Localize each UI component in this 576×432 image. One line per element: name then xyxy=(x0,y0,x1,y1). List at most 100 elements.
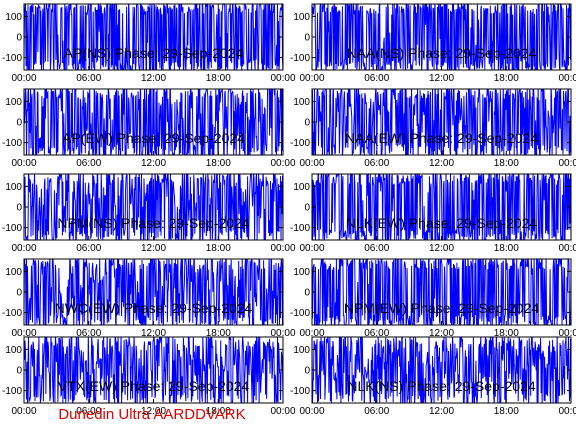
chart-panel: 100 0 -100 00:00 06:00 12:00 18:00 00:00 NAA(EW)… xyxy=(290,88,576,169)
y-tick-label: 0 xyxy=(16,33,22,44)
x-tick-label: 00:00 xyxy=(558,158,576,169)
x-tick-label: 00:00 xyxy=(299,243,324,254)
panel-title: NAA(EW) Phase: 29-Sep-2024 xyxy=(345,130,538,146)
x-tick-label: 12:00 xyxy=(429,406,454,417)
phase-trace xyxy=(312,337,571,403)
panel-title: NPM(NS) Phase: 29-Sep-2024 xyxy=(57,215,249,231)
x-tick-label: 18:00 xyxy=(206,158,231,169)
chart-panel: 100 0 -100 00:00 06:00 12:00 18:00 00:00 NWC(EW)… xyxy=(2,258,296,339)
chart-panel: 100 0 -100 00:00 06:00 12:00 18:00 00:00 AP(NS) … xyxy=(2,3,296,84)
x-tick-label: 00:00 xyxy=(270,328,295,339)
x-tick-label: 18:00 xyxy=(206,406,231,417)
panel-title: VTX(EW) Phase: 29-Sep-2024 xyxy=(58,378,250,394)
chart-panel: 100 0 -100 00:00 06:00 12:00 18:00 00:00 NAA(NS)… xyxy=(290,3,576,84)
x-tick-label: 18:00 xyxy=(206,73,231,84)
y-tick-label: 100 xyxy=(5,182,22,193)
x-tick-label: 00:00 xyxy=(299,158,324,169)
x-tick-label: 00:00 xyxy=(270,243,295,254)
x-tick-label: 06:00 xyxy=(364,328,389,339)
y-tick-label: 100 xyxy=(293,182,310,193)
y-tick-label: 100 xyxy=(5,12,22,23)
x-tick-label: 12:00 xyxy=(429,243,454,254)
panel-title: AP(NS) Phase: 29-Sep-2024 xyxy=(64,45,244,61)
chart-panel: 100 0 -100 00:00 06:00 12:00 18:00 00:00 NLK(NS)… xyxy=(290,336,576,417)
x-tick-label: 06:00 xyxy=(76,73,101,84)
x-tick-label: 18:00 xyxy=(494,243,519,254)
phase-trace xyxy=(24,259,283,325)
panel-title: NLK(EW) Phase: 29-Sep-2024 xyxy=(346,215,538,231)
x-tick-label: 06:00 xyxy=(364,406,389,417)
x-tick-label: 18:00 xyxy=(494,158,519,169)
y-tick-label: 100 xyxy=(293,267,310,278)
x-tick-label: 00:00 xyxy=(558,328,576,339)
x-tick-label: 00:00 xyxy=(558,406,576,417)
phase-trace xyxy=(312,4,571,70)
x-tick-label: 06:00 xyxy=(76,328,101,339)
x-tick-label: 00:00 xyxy=(558,73,576,84)
panel-title: NLK(NS) Phase: 29-Sep-2024 xyxy=(347,378,536,394)
panel-title: NWC(EW) Phase: 29-Sep-2024 xyxy=(55,300,253,316)
phase-trace xyxy=(24,174,283,240)
x-tick-label: 06:00 xyxy=(364,73,389,84)
x-tick-label: 18:00 xyxy=(494,406,519,417)
y-tick-label: 0 xyxy=(304,203,310,214)
x-tick-label: 00:00 xyxy=(299,406,324,417)
y-tick-label: 100 xyxy=(293,12,310,23)
y-tick-label: -100 xyxy=(290,138,310,149)
x-tick-label: 00:00 xyxy=(11,406,36,417)
x-tick-label: 00:00 xyxy=(270,406,295,417)
y-tick-label: 0 xyxy=(16,366,22,377)
phase-trace xyxy=(312,89,571,155)
y-tick-label: 0 xyxy=(304,288,310,299)
x-tick-label: 12:00 xyxy=(141,73,166,84)
x-tick-label: 18:00 xyxy=(494,328,519,339)
x-tick-label: 12:00 xyxy=(141,243,166,254)
y-tick-label: -100 xyxy=(290,386,310,397)
x-tick-label: 00:00 xyxy=(270,158,295,169)
panels: 100 0 -100 00:00 06:00 12:00 18:00 00:00 AP(NS) … xyxy=(2,3,576,417)
y-tick-label: 100 xyxy=(5,267,22,278)
phase-trace xyxy=(312,174,571,240)
y-tick-label: -100 xyxy=(2,308,22,319)
x-tick-label: 00:00 xyxy=(11,328,36,339)
y-tick-label: -100 xyxy=(290,308,310,319)
y-tick-label: -100 xyxy=(2,53,22,64)
x-tick-label: 12:00 xyxy=(429,158,454,169)
x-tick-label: 06:00 xyxy=(364,158,389,169)
y-tick-label: 0 xyxy=(16,203,22,214)
y-tick-label: -100 xyxy=(290,53,310,64)
panel-title: NAA(NS) Phase: 29-Sep-2024 xyxy=(347,45,537,61)
x-tick-label: 00:00 xyxy=(11,158,36,169)
y-tick-label: 0 xyxy=(16,288,22,299)
x-tick-label: 06:00 xyxy=(76,243,101,254)
x-tick-label: 12:00 xyxy=(141,328,166,339)
y-tick-label: 100 xyxy=(5,97,22,108)
y-tick-label: -100 xyxy=(290,223,310,234)
phase-trace xyxy=(312,259,571,325)
y-tick-label: 0 xyxy=(304,33,310,44)
y-tick-label: -100 xyxy=(2,386,22,397)
x-tick-label: 00:00 xyxy=(299,328,324,339)
y-tick-label: 0 xyxy=(16,118,22,129)
x-tick-label: 00:00 xyxy=(558,243,576,254)
chart-panel: 100 0 -100 00:00 06:00 12:00 18:00 00:00 NPM(EW)… xyxy=(290,258,576,339)
x-tick-label: 06:00 xyxy=(76,158,101,169)
x-tick-label: 00:00 xyxy=(11,73,36,84)
phase-trace xyxy=(24,89,283,155)
phase-trace xyxy=(24,337,283,403)
y-tick-label: 0 xyxy=(304,118,310,129)
y-tick-label: -100 xyxy=(2,138,22,149)
y-tick-label: 100 xyxy=(5,345,22,356)
x-tick-label: 12:00 xyxy=(429,73,454,84)
y-tick-label: 0 xyxy=(304,366,310,377)
chart-panel: 100 0 -100 00:00 06:00 12:00 18:00 00:00 NLK(EW)… xyxy=(290,173,576,254)
x-tick-label: 00:00 xyxy=(11,243,36,254)
y-tick-label: 100 xyxy=(293,97,310,108)
x-tick-label: 12:00 xyxy=(141,158,166,169)
chart-panel: 100 0 -100 00:00 06:00 12:00 18:00 00:00 VTX(EW)… xyxy=(2,336,296,417)
chart-panel: 100 0 -100 00:00 06:00 12:00 18:00 00:00 AP(EW) … xyxy=(2,88,296,169)
chart-panel: 100 0 -100 00:00 06:00 12:00 18:00 00:00 NPM(NS)… xyxy=(2,173,296,254)
x-tick-label: 12:00 xyxy=(429,328,454,339)
credit-label: Dunedin Ultra AARDDVARK xyxy=(58,406,245,423)
